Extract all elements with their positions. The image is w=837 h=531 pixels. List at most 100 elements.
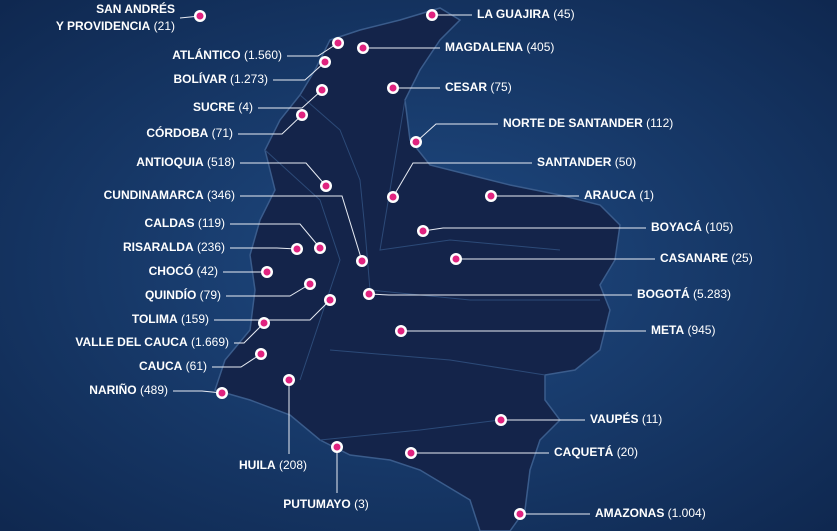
region-count: (236) [197,240,225,254]
region-count: (45) [553,7,574,21]
leader-line [230,223,321,249]
region-name: CUNDINAMARCA [104,188,204,202]
region-name: VALLE DEL CAUCA [75,335,188,349]
region-name: CAQUETÁ [554,444,614,459]
marker [285,376,293,384]
marker [196,12,204,20]
region-count: (25) [731,251,752,265]
region-name: PUTUMAYO [283,497,351,511]
leader-line [392,162,532,198]
marker [293,245,301,253]
marker [298,111,306,119]
region-label: ATLÁNTICO (1.560) [172,47,282,62]
region-label: NARIÑO (489) [89,382,168,397]
marker [333,443,341,451]
markers [194,9,526,520]
region-name: BOLÍVAR [174,71,227,86]
region-count: (1) [639,188,654,202]
marker [322,182,330,190]
leader-line [214,299,331,321]
region-name: MAGDALENA [445,40,523,54]
region-name: SANTANDER [537,155,612,169]
marker [487,192,495,200]
leader-line [234,322,265,344]
region-name: VAUPÉS [590,411,638,426]
region-label: VALLE DEL CAUCA (1.669) [75,335,229,349]
marker [260,319,268,327]
marker [359,44,367,52]
region-count: (42) [197,264,218,278]
marker [365,290,373,298]
region-name: TOLIMA [132,312,178,326]
region-label: HUILA (208) [239,458,307,472]
region-label: CESAR (75) [445,80,512,94]
region-name: Y PROVIDENCIA [56,19,151,33]
country-shape [214,7,621,531]
region-count: (79) [200,288,221,302]
region-label: PUTUMAYO (3) [283,497,369,511]
region-label: LA GUAJIRA (45) [477,7,575,21]
leader-lines [173,14,655,515]
region-label: MAGDALENA (405) [445,40,554,54]
region-name: META [651,323,684,337]
leader-line [273,61,326,81]
region-label: META (945) [651,323,715,337]
region-count: (75) [490,80,511,94]
region-name: QUINDÍO [145,287,196,302]
marker [316,244,324,252]
region-count: (105) [705,220,733,234]
marker [318,86,326,94]
region-label: SUCRE (4) [193,100,253,114]
leader-line [230,247,298,250]
region-count: (50) [615,155,636,169]
region-label: TOLIMA (159) [132,312,209,326]
marker [326,296,334,304]
region-label: BOLÍVAR (1.273) [174,71,268,86]
marker [397,327,405,335]
region-count: (405) [526,40,554,54]
region-count: (1.004) [668,506,706,520]
leader-line [238,114,303,135]
region-label: Y PROVIDENCIA (21) [56,19,175,33]
region-name: SUCRE [193,100,235,114]
leader-line [415,123,498,143]
region-count: (112) [646,116,673,130]
leader-line [422,227,646,232]
region-count: (945) [687,323,715,337]
marker [334,39,342,47]
region-label: CAQUETÁ (20) [554,444,638,459]
region-count: (5.283) [693,287,731,301]
region-count: (518) [207,155,235,169]
region-name: CASANARE [660,251,728,265]
leader-line [368,293,632,296]
region-label: CHOCÓ (42) [149,263,218,278]
region-name: NARIÑO [89,382,136,397]
region-name: LA GUAJIRA [477,7,550,21]
region-count: (71) [212,126,233,140]
region-label: NORTE DE SANTANDER (112) [503,116,673,130]
region-count: (11) [642,412,662,426]
region-label: RISARALDA (236) [123,240,225,254]
leader-line [212,353,262,368]
region-name: ANTIOQUIA [136,155,204,169]
region-label: CASANARE (25) [660,251,753,265]
region-name: ATLÁNTICO [172,47,240,62]
region-count: (3) [354,497,369,511]
region-count: (208) [279,458,307,472]
region-name: ARAUCA [584,188,636,202]
region-name: CESAR [445,80,487,94]
marker [407,449,415,457]
marker [263,268,271,276]
region-name: HUILA [239,458,276,472]
region-label: VAUPÉS (11) [590,411,662,426]
region-count: (61) [186,359,207,373]
marker [358,257,366,265]
region-count: (346) [207,188,235,202]
region-name: SAN ANDRÉS [96,1,175,16]
region-label: AMAZONAS (1.004) [595,506,706,520]
marker [452,255,460,263]
region-count: (4) [238,100,253,114]
region-label: QUINDÍO (79) [145,287,221,302]
region-label: ANTIOQUIA (518) [136,155,235,169]
